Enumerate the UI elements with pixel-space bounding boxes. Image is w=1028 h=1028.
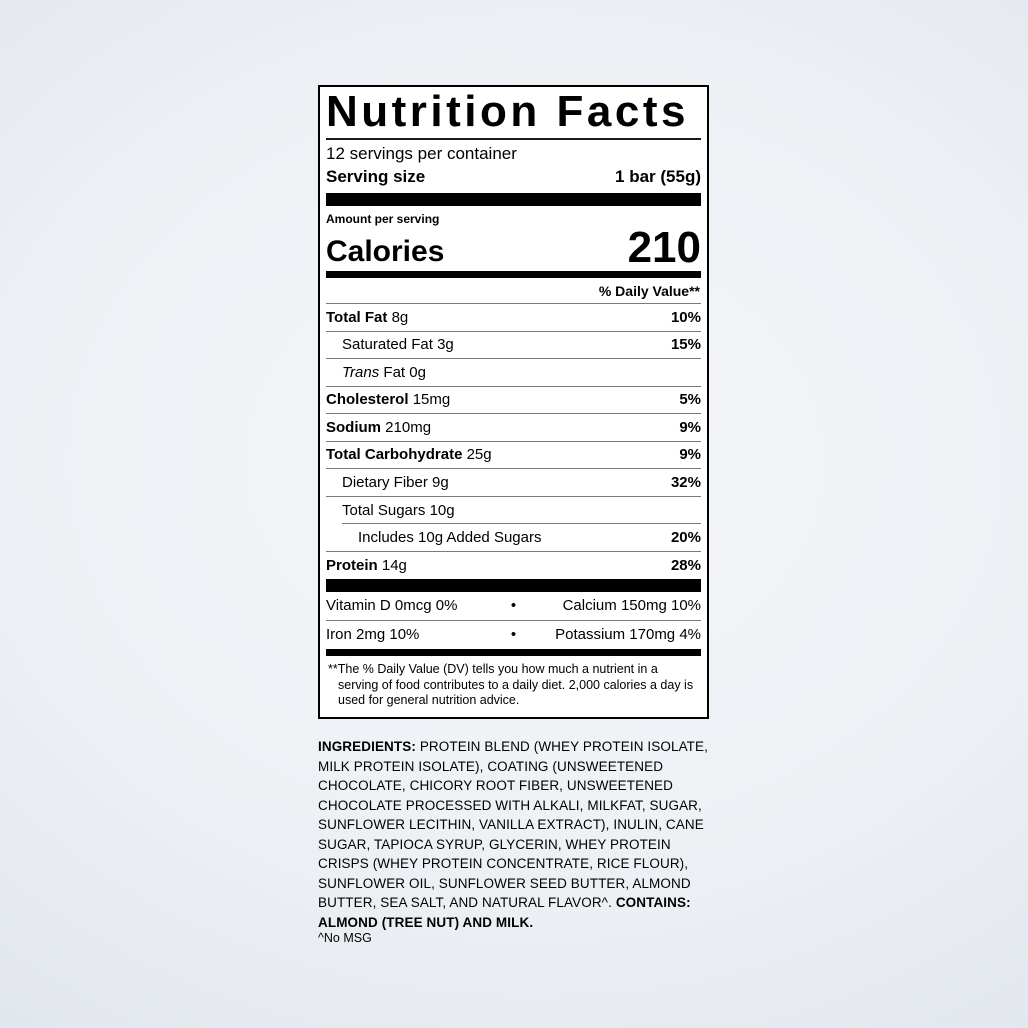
nutrient-name-amount: Saturated Fat 3g bbox=[326, 336, 454, 353]
nutrient-dv: 9% bbox=[679, 446, 701, 464]
nutrient-amount: 14g bbox=[381, 556, 407, 574]
amount-per-serving-label: Amount per serving bbox=[326, 212, 440, 226]
bullet-separator: • bbox=[510, 626, 517, 644]
nutrient-row-total-sugars: Total Sugars 10g bbox=[326, 497, 701, 525]
nutrient-amount: 8g bbox=[391, 308, 409, 326]
nutrient-amount: 210mg bbox=[385, 418, 432, 436]
nutrient-row-cholesterol: Cholesterol 15mg 5% bbox=[326, 387, 701, 414]
daily-value-header: % Daily Value** bbox=[326, 278, 701, 304]
nutrient-row-trans-fat: Trans Fat 0g bbox=[326, 359, 701, 387]
nutrient-row-protein: Protein 14g 28% bbox=[326, 552, 701, 580]
thick-separator-top bbox=[326, 193, 701, 206]
nutrient-row-total-fat: Total Fat 8g 10% bbox=[326, 304, 701, 332]
nutrition-facts-title: Nutrition Facts bbox=[326, 87, 701, 140]
micronutrient-right: Potassium 170mg 4% bbox=[555, 626, 701, 644]
nutrient-dv: 20% bbox=[670, 528, 701, 546]
nutrient-name-amount: Includes 10g Added Sugars bbox=[326, 529, 541, 546]
nutrient-amount: 10g bbox=[429, 501, 455, 519]
nutrient-name: Sodium bbox=[326, 418, 381, 436]
serving-size-label: Serving size bbox=[326, 167, 426, 186]
nutrient-amount: Fat 0g bbox=[383, 363, 426, 381]
msg-footnote: ^No MSG bbox=[318, 931, 372, 945]
nutrient-row-added-sugars: Includes 10g Added Sugars 20% bbox=[326, 523, 701, 552]
nutrient-name: Total Sugars bbox=[342, 501, 426, 519]
nutrient-name: Includes 10g Added Sugars bbox=[358, 528, 542, 546]
nutrient-name-amount: Sodium 210mg bbox=[326, 419, 431, 436]
nutrient-dv: 32% bbox=[670, 473, 701, 491]
nutrient-row-total-carbohydrate: Total Carbohydrate 25g 9% bbox=[326, 442, 701, 469]
daily-value-footnote: **The % Daily Value (DV) tells you how m… bbox=[328, 662, 694, 707]
nutrition-facts-panel: Nutrition Facts 12 servings per containe… bbox=[318, 85, 709, 719]
nutrient-name: Total Carbohydrate bbox=[326, 446, 463, 464]
nutrient-amount: 15mg bbox=[412, 391, 451, 409]
nutrient-name-amount: Total Fat 8g bbox=[326, 309, 408, 326]
medium-separator-footnote bbox=[326, 649, 701, 656]
nutrient-name: Cholesterol bbox=[326, 391, 409, 409]
serving-size-row: Serving size 1 bar (55g) bbox=[326, 165, 701, 188]
ingredients-paragraph: INGREDIENTS: PROTEIN BLEND (WHEY PROTEIN… bbox=[318, 737, 718, 932]
nutrient-name: Trans bbox=[342, 363, 380, 381]
nutrient-row-sodium: Sodium 210mg 9% bbox=[326, 414, 701, 442]
calories-label: Calories bbox=[326, 235, 445, 268]
nutrient-row-saturated-fat: Saturated Fat 3g 15% bbox=[326, 332, 701, 359]
nutrient-name-amount: Total Sugars 10g bbox=[326, 502, 455, 519]
nutrient-name: Saturated Fat bbox=[342, 336, 433, 354]
nutrient-name-amount: Dietary Fiber 9g bbox=[326, 474, 449, 491]
nutrient-dv: 5% bbox=[679, 391, 701, 409]
nutrient-dv: 15% bbox=[670, 336, 701, 354]
micronutrient-right: Calcium 150mg 10% bbox=[562, 597, 701, 615]
nutrient-name-amount: Protein 14g bbox=[326, 557, 407, 574]
bullet-separator: • bbox=[510, 597, 517, 615]
micronutrient-row-2: Iron 2mg 10% • Potassium 170mg 4% bbox=[326, 621, 701, 650]
nutrient-name-amount: Cholesterol 15mg bbox=[326, 391, 450, 408]
serving-size-value: 1 bar (55g) bbox=[615, 167, 701, 186]
nutrient-amount: 25g bbox=[466, 446, 492, 464]
nutrient-name-amount: Trans Fat 0g bbox=[326, 364, 426, 381]
nutrient-dv: 10% bbox=[670, 308, 701, 326]
nutrient-name: Protein bbox=[326, 556, 378, 574]
ingredients-label: INGREDIENTS: bbox=[318, 739, 416, 754]
medium-separator-calories bbox=[326, 271, 701, 278]
calories-row: Calories 210 bbox=[326, 226, 701, 271]
nutrient-name: Dietary Fiber bbox=[342, 473, 428, 491]
micronutrient-left: Vitamin D 0mcg 0% bbox=[326, 597, 458, 615]
nutrient-row-dietary-fiber: Dietary Fiber 9g 32% bbox=[326, 469, 701, 497]
nutrient-dv: 28% bbox=[670, 556, 701, 574]
micronutrient-row-1: Vitamin D 0mcg 0% • Calcium 150mg 10% bbox=[326, 592, 701, 621]
nutrient-name-amount: Total Carbohydrate 25g bbox=[326, 446, 492, 463]
contains-statement: CONTAINS: ALMOND (TREE NUT) AND MILK. bbox=[318, 895, 691, 930]
micronutrient-left: Iron 2mg 10% bbox=[326, 626, 420, 644]
nutrient-dv: 9% bbox=[679, 418, 701, 436]
calories-value: 210 bbox=[627, 223, 701, 272]
servings-per-container: 12 servings per container bbox=[326, 144, 517, 163]
nutrient-name: Total Fat bbox=[326, 308, 388, 326]
nutrient-amount: 3g bbox=[437, 336, 454, 354]
thick-separator-bottom bbox=[326, 579, 701, 592]
nutrient-amount: 9g bbox=[432, 473, 449, 491]
ingredients-text: PROTEIN BLEND (WHEY PROTEIN ISOLATE, MIL… bbox=[318, 739, 708, 910]
